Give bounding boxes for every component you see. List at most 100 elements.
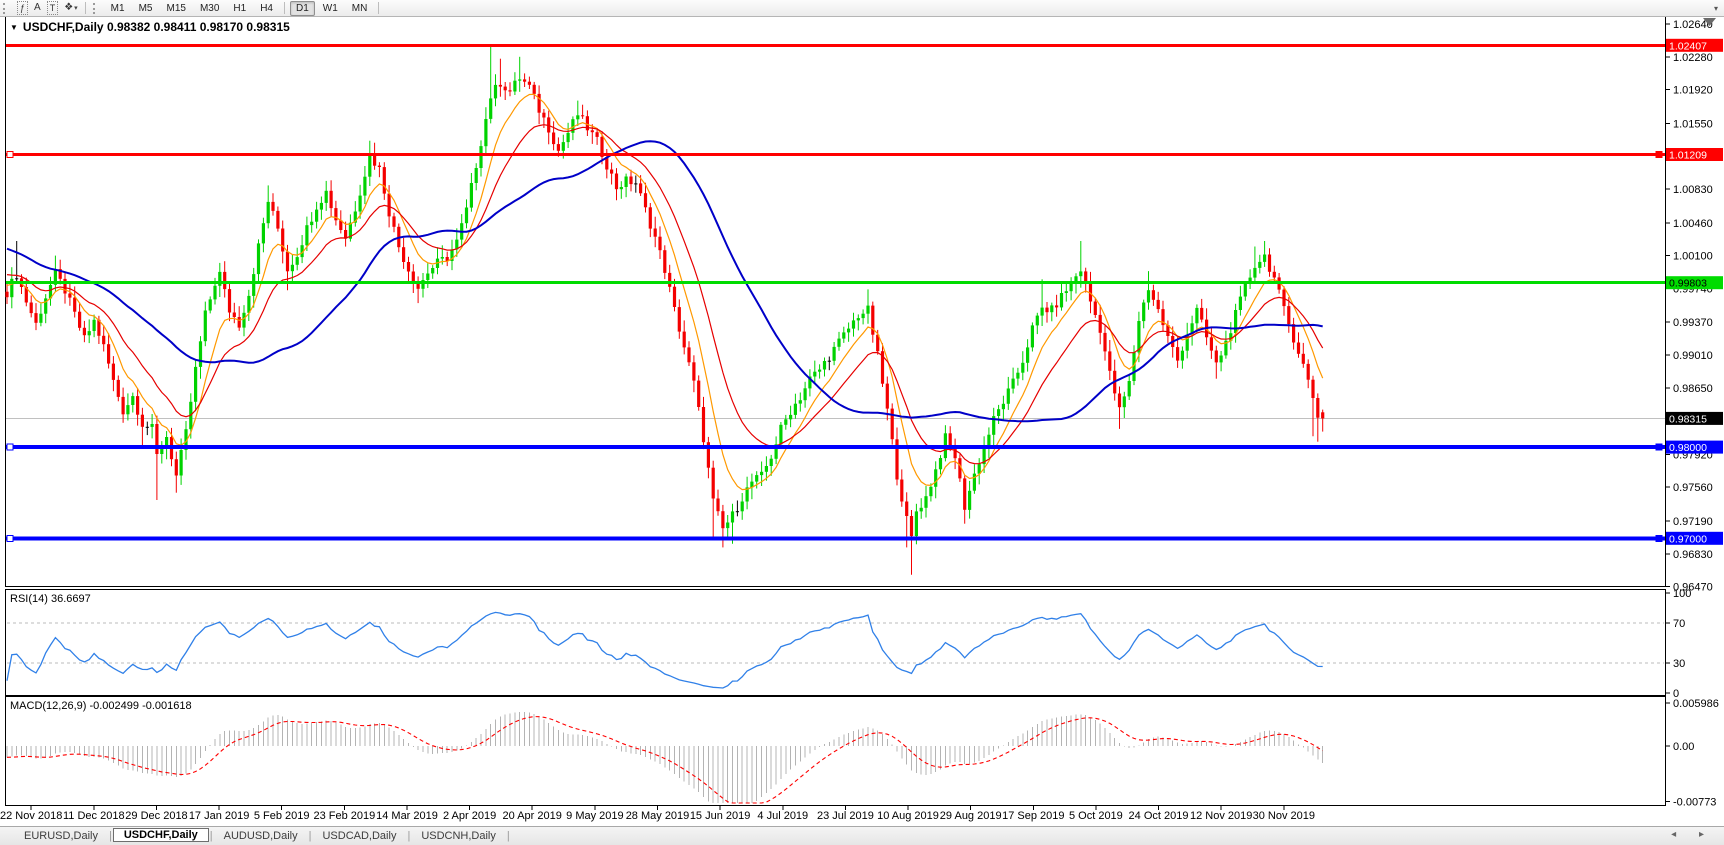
svg-text:22 Nov 2018: 22 Nov 2018 <box>0 810 62 822</box>
svg-text:0.96470: 0.96470 <box>1673 582 1713 594</box>
chart-tab-usdchf[interactable]: USDCHF,Daily <box>112 828 209 842</box>
horizontal-line-0.98000[interactable] <box>6 443 1665 451</box>
rsi-line <box>6 611 1323 689</box>
svg-text:24 Oct 2019: 24 Oct 2019 <box>1129 810 1189 822</box>
indicators-icon[interactable]: ƒ <box>17 1 29 15</box>
toolbar: ƒ A T ❖▾ M1 M5 M15 M30 H1 H4 D1 W1 MN ▾ <box>0 0 1724 17</box>
rsi-indicator-label: RSI(14) 36.6697 <box>10 593 91 605</box>
timeframe-button-m15[interactable]: M15 <box>166 2 186 14</box>
timeframe-button-d1[interactable]: D1 <box>289 0 315 16</box>
toolbar-grip[interactable] <box>3 2 9 14</box>
svg-text:29 Dec 2018: 29 Dec 2018 <box>125 810 187 822</box>
line-handle <box>6 534 14 542</box>
line-handle <box>1655 534 1663 542</box>
svg-text:0.99803: 0.99803 <box>1669 278 1707 290</box>
tab-divider: | <box>108 830 112 842</box>
svg-text:0.00: 0.00 <box>1673 741 1694 753</box>
svg-text:20 Apr 2019: 20 Apr 2019 <box>503 810 562 822</box>
svg-text:0.96830: 0.96830 <box>1673 549 1713 561</box>
dropdown-caret-icon[interactable]: ▾ <box>74 4 78 12</box>
svg-text:0.97190: 0.97190 <box>1673 516 1713 528</box>
timeframe-button-m30[interactable]: M30 <box>199 2 220 14</box>
svg-text:17 Jan 2019: 17 Jan 2019 <box>189 810 250 822</box>
svg-text:1.00460: 1.00460 <box>1673 218 1713 230</box>
svg-text:29 Aug 2019: 29 Aug 2019 <box>940 810 1002 822</box>
svg-text:5 Oct 2019: 5 Oct 2019 <box>1069 810 1123 822</box>
chart-tab-bar: EURUSD,Daily | USDCHF,Daily | AUDUSD,Daily | U… <box>0 826 1724 845</box>
macd-signal-line <box>6 716 1323 804</box>
svg-text:1.01550: 1.01550 <box>1673 118 1713 130</box>
timeframe-button-w1[interactable]: W1 <box>322 2 338 14</box>
macd-histogram <box>6 711 1324 803</box>
chart-tab-usdcad[interactable]: USDCAD,Daily <box>322 830 397 842</box>
svg-text:0.99370: 0.99370 <box>1673 317 1713 329</box>
svg-text:0: 0 <box>1673 688 1679 700</box>
line-handle <box>6 151 14 158</box>
svg-text:15 Jun 2019: 15 Jun 2019 <box>690 810 751 822</box>
svg-text:23 Jul 2019: 23 Jul 2019 <box>817 810 874 822</box>
chart-shift-marker-icon[interactable] <box>1703 18 1716 26</box>
horizontal-line-0.97000[interactable] <box>6 534 1665 542</box>
svg-text:9 May 2019: 9 May 2019 <box>566 810 623 822</box>
text-icon[interactable]: T <box>46 1 59 15</box>
macd-indicator-label: MACD(12,26,9) -0.002499 -0.001618 <box>10 700 192 712</box>
svg-text:5 Feb 2019: 5 Feb 2019 <box>254 810 310 822</box>
svg-text:1.02407: 1.02407 <box>1669 40 1707 52</box>
tab-scroll-arrows[interactable]: ◂ ▸ <box>1671 829 1714 840</box>
chart-tab-audusd[interactable]: AUDUSD,Daily <box>223 830 298 842</box>
toolbar-separator <box>84 2 86 14</box>
chart-tab-usdcnh[interactable]: USDCNH,Daily <box>421 830 496 842</box>
svg-text:2 Apr 2019: 2 Apr 2019 <box>443 810 496 822</box>
ma-slow-line <box>6 140 1323 423</box>
svg-text:0.97000: 0.97000 <box>1669 533 1707 545</box>
symbol-dropdown-icon[interactable]: ▼ <box>10 23 18 32</box>
svg-text:4 Jul 2019: 4 Jul 2019 <box>757 810 808 822</box>
svg-text:1.01209: 1.01209 <box>1669 150 1707 162</box>
timeframe-button-h1[interactable]: H1 <box>233 2 247 14</box>
tab-divider: | <box>308 830 312 842</box>
toolbar-separator <box>283 2 285 14</box>
text-label-icon[interactable]: A <box>34 2 41 13</box>
toolbar-grip[interactable] <box>92 2 99 14</box>
timeframe-button-m1[interactable]: M1 <box>110 2 125 14</box>
svg-text:28 May 2019: 28 May 2019 <box>626 810 690 822</box>
price-tags: 1.02407 1.01209 0.99803 0.98315 0.98000 0.970… <box>1666 38 1723 545</box>
svg-text:-0.00773: -0.00773 <box>1673 797 1716 809</box>
svg-text:100: 100 <box>1673 588 1691 600</box>
svg-text:30: 30 <box>1673 658 1685 670</box>
timeframe-button-mn[interactable]: MN <box>351 2 368 14</box>
timeframe-button-h4[interactable]: H4 <box>260 2 273 14</box>
svg-text:1.00100: 1.00100 <box>1673 251 1713 263</box>
date-axis[interactable]: 22 Nov 2018 11 Dec 2018 29 Dec 2018 17 Jan … <box>0 805 1315 823</box>
toolbar-overflow-icon[interactable]: ▾ <box>1713 4 1718 13</box>
ma-fast-line <box>6 93 1324 491</box>
candlestick-series <box>5 46 1325 575</box>
chart-title-text: USDCHF,Daily 0.98382 0.98411 0.98170 0.9… <box>22 20 290 34</box>
line-handle <box>1655 443 1663 451</box>
chart-tab-eurusd[interactable]: EURUSD,Daily <box>24 830 98 842</box>
svg-text:0.99010: 0.99010 <box>1673 350 1713 362</box>
panel-frames <box>5 16 1666 806</box>
timeframe-button-m5[interactable]: M5 <box>138 2 153 14</box>
arrow-styles-icon[interactable]: ❖▾ <box>64 1 78 13</box>
svg-text:0.98650: 0.98650 <box>1673 383 1713 395</box>
svg-text:1.02280: 1.02280 <box>1673 52 1713 64</box>
svg-text:0.98315: 0.98315 <box>1669 413 1707 425</box>
svg-text:70: 70 <box>1673 618 1685 630</box>
line-handle <box>1655 151 1663 158</box>
price-axis[interactable]: 1.02640 1.02280 1.01920 1.01550 1.00830 1.004… <box>1665 19 1719 809</box>
svg-text:1.00830: 1.00830 <box>1673 184 1713 196</box>
svg-text:23 Feb 2019: 23 Feb 2019 <box>314 810 376 822</box>
svg-text:0.97560: 0.97560 <box>1673 482 1713 494</box>
svg-text:11 Dec 2018: 11 Dec 2018 <box>63 810 125 822</box>
tab-divider: | <box>407 830 411 842</box>
svg-text:0.005986: 0.005986 <box>1673 698 1719 710</box>
tab-divider: | <box>506 830 510 842</box>
svg-text:1.01920: 1.01920 <box>1673 85 1713 97</box>
chart-title: ▼ USDCHF,Daily 0.98382 0.98411 0.98170 0.… <box>10 20 290 34</box>
horizontal-line-1.01209[interactable] <box>6 151 1665 158</box>
svg-text:17 Sep 2019: 17 Sep 2019 <box>1002 810 1064 822</box>
svg-text:12 Nov 2019: 12 Nov 2019 <box>1190 810 1252 822</box>
